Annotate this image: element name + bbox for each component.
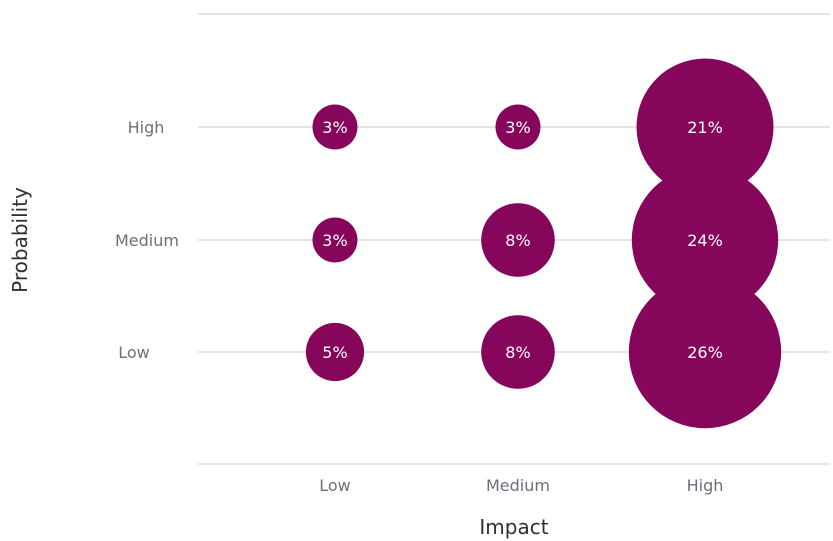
bubble-high-impact-high-probability	[636, 58, 774, 196]
x-axis-title: Impact	[479, 515, 548, 539]
bubble-label-high-impact-medium-probability: 24%	[687, 231, 723, 250]
x-tick-low: Low	[319, 476, 351, 495]
bubble-high-impact-medium-probability	[631, 166, 779, 314]
bubble-label-medium-impact-low-probability: 8%	[505, 343, 530, 362]
bubble-low-impact-high-probability	[312, 104, 358, 150]
bubble-high-impact-low-probability	[628, 275, 782, 429]
y-tick-low: Low	[118, 343, 150, 362]
x-axis-ticks: Low Medium High	[319, 476, 723, 495]
bubble-label-high-impact-low-probability: 26%	[687, 343, 723, 362]
y-tick-high: High	[128, 118, 165, 137]
bubble-label-low-impact-low-probability: 5%	[322, 343, 347, 362]
bubble-label-low-impact-medium-probability: 3%	[322, 231, 347, 250]
bubbles: 3% 3% 21% 3% 8% 24% 5% 8% 26%	[305, 58, 782, 429]
bubble-label-medium-impact-medium-probability: 8%	[505, 231, 530, 250]
bubble-medium-impact-low-probability	[481, 315, 555, 389]
bubble-medium-impact-high-probability	[495, 104, 541, 150]
y-axis-ticks: High Medium Low	[115, 118, 179, 362]
x-tick-medium: Medium	[486, 476, 550, 495]
bubble-low-impact-low-probability	[305, 322, 365, 382]
bubble-low-impact-medium-probability	[312, 217, 358, 263]
bubble-label-medium-impact-high-probability: 3%	[505, 118, 530, 137]
bubble-medium-impact-medium-probability	[481, 203, 555, 277]
bubble-label-high-impact-high-probability: 21%	[687, 118, 723, 137]
x-tick-high: High	[687, 476, 724, 495]
bubble-label-low-impact-high-probability: 3%	[322, 118, 347, 137]
y-tick-medium: Medium	[115, 231, 179, 250]
y-axis-title: Probability	[8, 187, 32, 293]
